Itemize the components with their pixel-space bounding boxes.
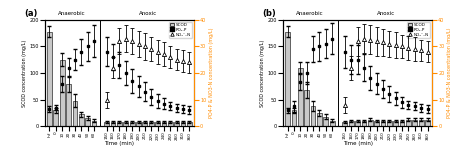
Bar xyxy=(393,121,398,126)
Bar xyxy=(298,68,303,126)
Text: Anoxic: Anoxic xyxy=(377,11,396,16)
Bar xyxy=(310,106,315,126)
Bar xyxy=(349,121,354,126)
Text: Anoxic: Anoxic xyxy=(139,11,157,16)
Y-axis label: SCOD concentration (mg/L): SCOD concentration (mg/L) xyxy=(22,39,27,107)
Bar xyxy=(361,121,366,126)
Bar xyxy=(381,121,385,126)
Bar xyxy=(123,122,128,126)
Bar xyxy=(66,84,71,126)
Y-axis label: PO4-P & NO3-N concentration (mg/L): PO4-P & NO3-N concentration (mg/L) xyxy=(447,28,450,118)
Bar xyxy=(111,122,116,126)
Bar xyxy=(54,110,58,126)
Bar xyxy=(117,122,122,126)
X-axis label: Time (min): Time (min) xyxy=(104,141,135,146)
Legend: SCOD, PO₄-P, NO₃⁻–N: SCOD, PO₄-P, NO₃⁻–N xyxy=(169,22,192,38)
Bar xyxy=(92,121,96,126)
Bar xyxy=(136,122,141,126)
Bar xyxy=(330,121,334,126)
Bar xyxy=(72,101,77,126)
Bar xyxy=(47,32,52,126)
Bar xyxy=(425,120,430,126)
Bar xyxy=(60,60,64,126)
Bar xyxy=(130,122,135,126)
Bar xyxy=(104,122,109,126)
Bar xyxy=(79,115,84,126)
Text: Anaerobic: Anaerobic xyxy=(296,11,324,16)
Bar xyxy=(317,113,322,126)
Bar xyxy=(85,118,90,126)
Bar xyxy=(168,122,173,126)
Text: Anaerobic: Anaerobic xyxy=(58,11,86,16)
Bar xyxy=(304,90,309,126)
Text: (b): (b) xyxy=(262,9,276,18)
Bar xyxy=(174,122,179,126)
Bar xyxy=(155,122,160,126)
Bar xyxy=(406,120,411,126)
Bar xyxy=(368,120,373,126)
X-axis label: Time (min): Time (min) xyxy=(342,141,373,146)
Bar xyxy=(355,121,360,126)
Y-axis label: SCOD concentration (mg/L): SCOD concentration (mg/L) xyxy=(260,39,265,107)
Bar xyxy=(387,121,392,126)
Bar xyxy=(285,32,290,126)
Bar xyxy=(292,110,297,126)
Y-axis label: PO4-P & NO3-N concentration (mg/L): PO4-P & NO3-N concentration (mg/L) xyxy=(209,28,214,118)
Bar xyxy=(400,121,405,126)
Bar xyxy=(143,122,147,126)
Bar xyxy=(419,120,423,126)
Bar xyxy=(187,122,192,126)
Text: (a): (a) xyxy=(24,9,37,18)
Bar xyxy=(162,122,166,126)
Bar xyxy=(149,122,153,126)
Bar xyxy=(374,121,379,126)
Legend: SCOD, PO₄-P, NO₃⁻–N: SCOD, PO₄-P, NO₃⁻–N xyxy=(407,22,430,38)
Bar xyxy=(180,122,185,126)
Bar xyxy=(413,120,417,126)
Bar xyxy=(342,122,347,126)
Bar xyxy=(324,117,328,126)
